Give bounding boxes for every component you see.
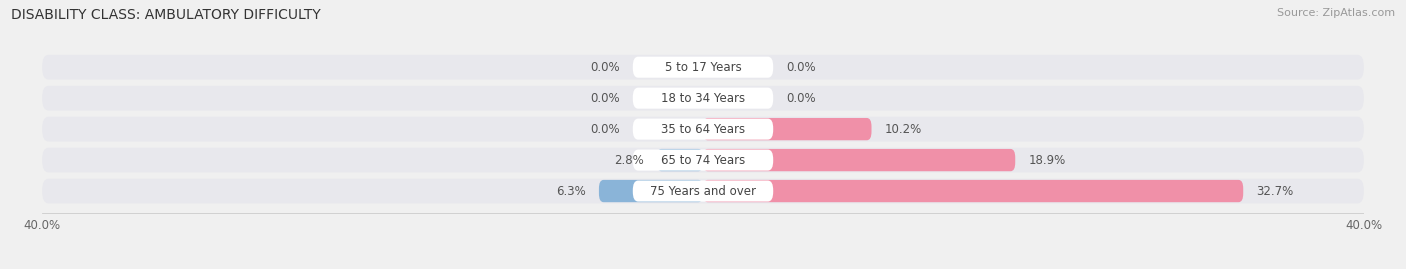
Text: 0.0%: 0.0% — [591, 92, 620, 105]
FancyBboxPatch shape — [42, 148, 1364, 172]
Text: Source: ZipAtlas.com: Source: ZipAtlas.com — [1277, 8, 1395, 18]
Text: 5 to 17 Years: 5 to 17 Years — [665, 61, 741, 74]
FancyBboxPatch shape — [42, 55, 1364, 80]
FancyBboxPatch shape — [42, 179, 1364, 203]
Text: 0.0%: 0.0% — [786, 92, 815, 105]
Text: 0.0%: 0.0% — [591, 123, 620, 136]
Text: 10.2%: 10.2% — [884, 123, 922, 136]
Text: 65 to 74 Years: 65 to 74 Years — [661, 154, 745, 167]
FancyBboxPatch shape — [633, 150, 773, 171]
Text: 6.3%: 6.3% — [555, 185, 586, 197]
Text: 18 to 34 Years: 18 to 34 Years — [661, 92, 745, 105]
FancyBboxPatch shape — [42, 86, 1364, 111]
FancyBboxPatch shape — [633, 180, 773, 201]
FancyBboxPatch shape — [42, 117, 1364, 141]
FancyBboxPatch shape — [657, 149, 703, 171]
FancyBboxPatch shape — [633, 119, 773, 140]
FancyBboxPatch shape — [599, 180, 703, 202]
Text: 75 Years and over: 75 Years and over — [650, 185, 756, 197]
FancyBboxPatch shape — [703, 149, 1015, 171]
Text: 0.0%: 0.0% — [591, 61, 620, 74]
Text: 18.9%: 18.9% — [1028, 154, 1066, 167]
Text: 2.8%: 2.8% — [614, 154, 644, 167]
Text: 35 to 64 Years: 35 to 64 Years — [661, 123, 745, 136]
Text: 32.7%: 32.7% — [1257, 185, 1294, 197]
FancyBboxPatch shape — [633, 88, 773, 109]
Text: DISABILITY CLASS: AMBULATORY DIFFICULTY: DISABILITY CLASS: AMBULATORY DIFFICULTY — [11, 8, 321, 22]
FancyBboxPatch shape — [633, 57, 773, 78]
Text: 0.0%: 0.0% — [786, 61, 815, 74]
FancyBboxPatch shape — [703, 118, 872, 140]
FancyBboxPatch shape — [703, 180, 1243, 202]
